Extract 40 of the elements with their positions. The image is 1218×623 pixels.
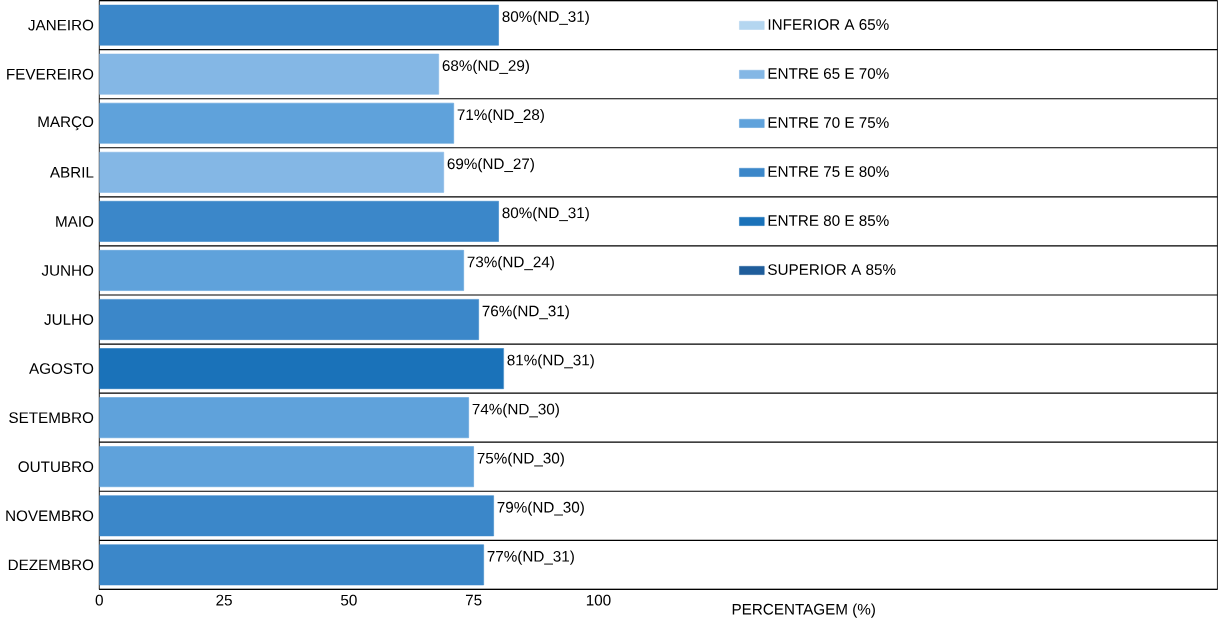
y-tick-label: JULHO xyxy=(44,314,94,326)
data-label: 81%(ND_31) xyxy=(507,354,594,369)
data-label: 75%(ND_30) xyxy=(477,452,564,467)
data-label: 77%(ND_31) xyxy=(487,550,574,565)
bar xyxy=(99,397,469,439)
y-tick-label: JANEIRO xyxy=(28,19,94,31)
data-label: 74%(ND_30) xyxy=(472,403,559,418)
data-label: 80%(ND_31) xyxy=(502,10,589,26)
legend-label: SUPERIOR A 85% xyxy=(768,264,896,276)
bar xyxy=(99,102,454,144)
y-tick-label: MARÇO xyxy=(38,116,94,131)
y-tick-label: SETEMBRO xyxy=(9,412,94,424)
data-label: 73%(ND_24) xyxy=(467,256,554,271)
x-tick-label: 0 xyxy=(95,594,103,606)
legend-label: INFERIOR A 65% xyxy=(768,19,889,31)
legend-label: ENTRE 75 E 80% xyxy=(768,166,889,178)
y-tick-label: OUTUBRO xyxy=(18,461,94,473)
y-tick-label: NOVEMBRO xyxy=(6,510,94,522)
y-tick-label: ABRIL xyxy=(49,167,94,178)
legend-label: ENTRE 65 E 70% xyxy=(768,68,889,80)
y-tick-label: FEVEREIRO xyxy=(7,68,94,80)
data-label: 79%(ND_30) xyxy=(497,501,584,516)
data-label: 69%(ND_27) xyxy=(447,158,534,173)
y-tick-label: MAIO xyxy=(56,216,94,227)
bar xyxy=(99,446,474,488)
x-tick-label: 50 xyxy=(341,594,357,606)
legend-label: ENTRE 80 E 85% xyxy=(768,215,889,227)
data-label: 68%(ND_29) xyxy=(442,59,529,75)
bar xyxy=(99,250,464,291)
x-tick-label: 25 xyxy=(216,594,232,606)
y-tick-label: DEZEMBRO xyxy=(8,559,94,571)
data-label: 76%(ND_31) xyxy=(482,305,569,320)
data-label: 80%(ND_31) xyxy=(502,207,589,222)
x-tick-label: 100 xyxy=(586,594,611,606)
x-tick-label: 75 xyxy=(465,594,482,606)
data-label: 71%(ND_28) xyxy=(457,109,544,124)
legend-label: ENTRE 70 E 75% xyxy=(768,117,889,129)
y-tick-label: AGOSTO xyxy=(29,363,94,375)
x-axis-title: PERCENTAGEM (%) xyxy=(732,603,875,618)
y-tick-label: JUNHO xyxy=(41,265,94,276)
